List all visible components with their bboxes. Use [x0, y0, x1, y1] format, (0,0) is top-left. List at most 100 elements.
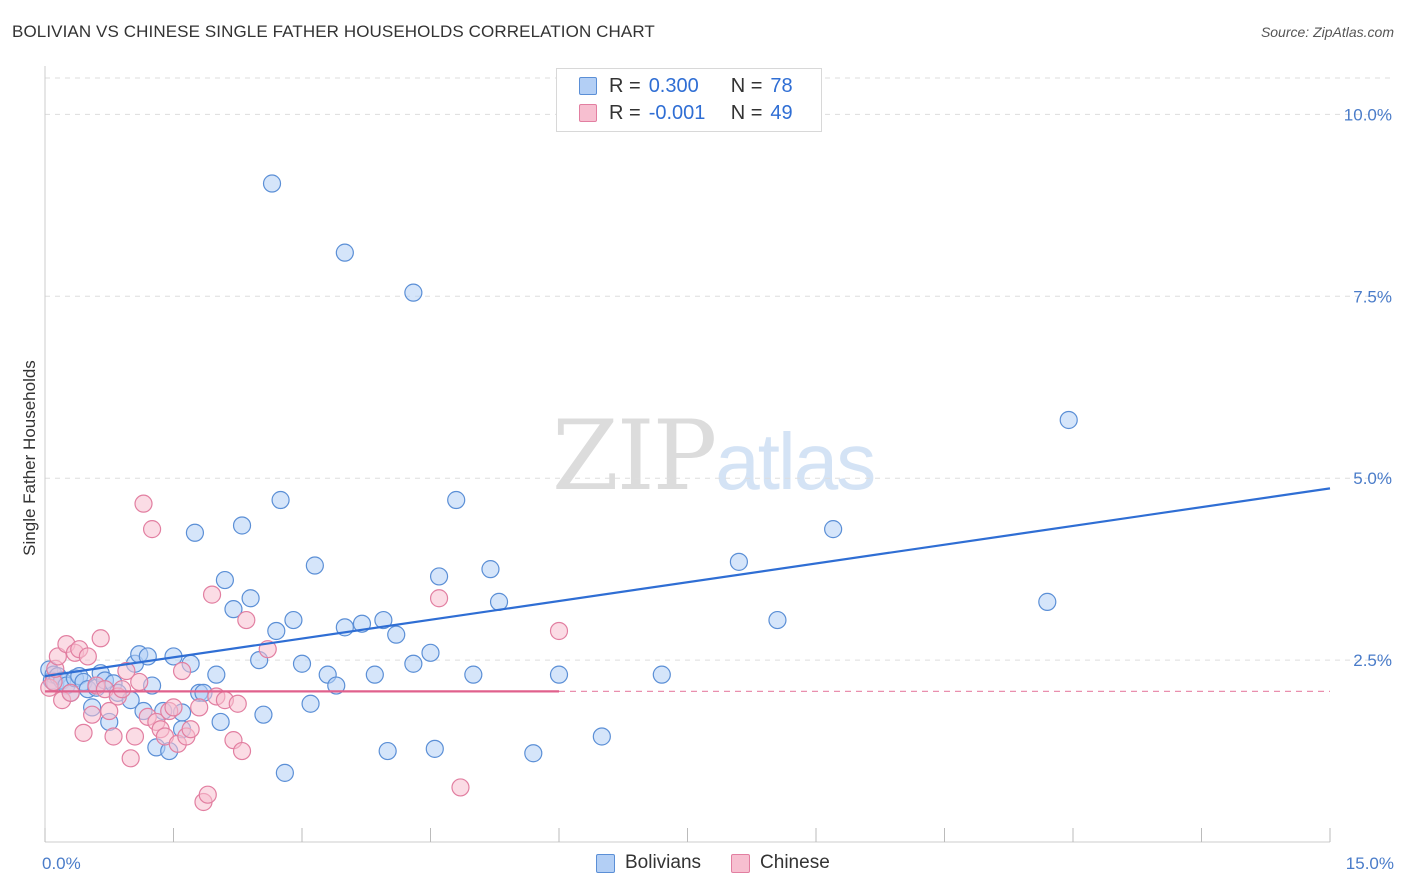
trend-lines	[44, 487, 1331, 693]
bolivians-point	[215, 570, 234, 590]
bolivians-point	[365, 665, 384, 684]
legend-row-chinese: R = -0.001 N = 49	[579, 100, 793, 126]
tick-labels: 2.5% 5.0% 7.5% 10.0% 0.0% 15.0% Single Father …	[20, 105, 1394, 873]
bolivians-point	[824, 520, 843, 539]
legend-r-value: -0.001	[648, 101, 706, 124]
bolivians-point	[1038, 592, 1057, 611]
y-axis-title: Single Father Households	[20, 360, 39, 556]
bolivians-point	[271, 490, 290, 510]
bolivians-point	[284, 610, 303, 630]
bolivians-point	[404, 283, 423, 302]
bolivians-point	[429, 567, 449, 586]
chart-title: BOLIVIAN VS CHINESE SINGLE FATHER HOUSEH…	[12, 22, 655, 41]
bolivians-point	[352, 614, 372, 633]
legend-label: Chinese	[760, 852, 830, 873]
bolivians-point	[335, 243, 354, 262]
legend-swatch-blue	[596, 853, 615, 873]
bolivians-trend-line	[44, 487, 1331, 678]
legend-n-label: N =	[730, 101, 763, 124]
chinese-point	[202, 585, 222, 604]
chinese-point	[172, 661, 192, 681]
data-points	[40, 174, 1078, 812]
chinese-point	[61, 683, 80, 702]
bolivians-point	[652, 665, 671, 684]
chinese-point	[100, 701, 119, 721]
legend-swatch-pink	[579, 104, 597, 122]
legend-r-value: 0.300	[648, 74, 699, 97]
chinese-point	[130, 672, 149, 692]
legend-r-label: R =	[609, 101, 641, 124]
chinese-point	[190, 698, 209, 717]
bolivians-point	[292, 654, 312, 673]
bolivians-point	[301, 694, 320, 713]
bolivians-point	[464, 665, 483, 684]
bolivians-point	[729, 552, 749, 571]
chinese-point	[232, 741, 252, 761]
bolivians-point	[254, 705, 273, 724]
correlation-legend: R = 0.300 N = 78 R = -0.001 N = 49	[556, 68, 822, 132]
y-tick-label: 5.0%	[1353, 469, 1392, 488]
series-legend: Bolivians Chinese	[596, 852, 860, 874]
bolivians-point	[1059, 410, 1078, 430]
bolivians-point	[327, 676, 346, 695]
bolivians-point	[404, 654, 423, 673]
legend-row-bolivians: R = 0.300 N = 78	[579, 73, 793, 99]
legend-n-label: N =	[730, 74, 763, 97]
chinese-point	[451, 778, 470, 797]
bolivians-point	[207, 665, 226, 684]
bolivians-point	[421, 643, 440, 662]
x-tick-label: 15.0%	[1346, 854, 1394, 873]
bolivians-point	[481, 560, 500, 579]
chinese-point	[125, 727, 145, 746]
bolivians-point	[374, 610, 393, 630]
legend-item-chinese[interactable]: Chinese	[731, 852, 830, 874]
bolivians-point	[305, 556, 324, 575]
bolivians-point	[267, 621, 286, 641]
bolivians-point	[768, 610, 787, 630]
bolivians-point	[524, 744, 543, 763]
bolivians-point	[232, 516, 252, 535]
chinese-point	[237, 610, 256, 630]
bolivians-point	[387, 625, 406, 644]
bolivians-point	[224, 600, 243, 619]
legend-swatch-blue	[579, 77, 597, 95]
legend-label: Bolivians	[625, 852, 702, 873]
chinese-point	[83, 705, 102, 724]
chinese-point	[48, 647, 67, 666]
chinese-point	[121, 749, 140, 768]
legend-n-value: 49	[770, 101, 793, 124]
chinese-point	[198, 785, 217, 804]
chinese-point	[78, 647, 97, 666]
y-tick-label: 10.0%	[1344, 105, 1392, 124]
legend-item-bolivians[interactable]: Bolivians	[596, 852, 701, 874]
x-tick-label: 0.0%	[42, 854, 81, 873]
y-tick-label: 7.5%	[1353, 287, 1392, 306]
chinese-point	[117, 661, 136, 681]
chinese-point	[142, 520, 162, 539]
bolivians-point	[262, 174, 282, 193]
legend-swatch-pink	[731, 853, 751, 873]
chinese-point	[228, 694, 247, 713]
grid	[45, 77, 1392, 661]
chinese-point	[181, 720, 200, 739]
bolivians-point	[592, 727, 611, 746]
bolivians-point	[275, 763, 294, 782]
y-tick-label: 2.5%	[1353, 651, 1392, 670]
axes	[44, 66, 1331, 843]
bolivians-point	[211, 712, 230, 732]
source-label: Source: ZipAtlas.com	[1260, 24, 1394, 40]
chinese-point	[74, 723, 93, 742]
bolivians-point	[549, 665, 569, 684]
bolivians-point	[185, 523, 205, 542]
chinese-point	[164, 698, 183, 717]
chinese-point	[104, 727, 123, 746]
legend-r-label: R =	[609, 74, 641, 97]
chinese-point	[549, 621, 569, 641]
chinese-point	[91, 629, 110, 648]
chinese-point	[134, 494, 153, 513]
bolivians-point	[425, 739, 444, 758]
bolivians-point	[241, 589, 260, 608]
chinese-point	[429, 589, 449, 608]
chinese-point	[112, 680, 132, 699]
